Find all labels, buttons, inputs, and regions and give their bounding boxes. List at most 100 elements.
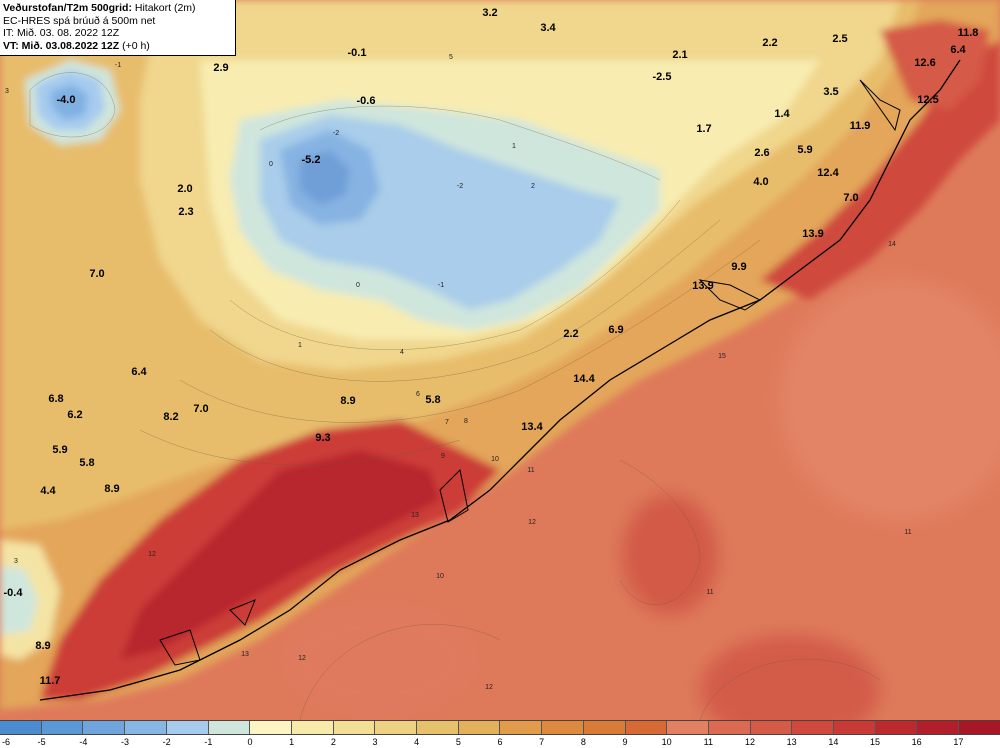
contour-label: 1	[512, 143, 516, 150]
colorbar-tick-label: 12	[744, 737, 756, 747]
temperature-label: -0.6	[357, 95, 376, 107]
temperature-label: 6.2	[67, 409, 82, 421]
colorbar-tick-label: 11	[703, 737, 713, 747]
map-header: Veðurstofan/T2m 500grid: Hitakort (2m) E…	[0, 0, 236, 56]
colorbar-swatch	[83, 721, 126, 734]
colorbar-tick-label: 9	[622, 737, 628, 747]
colorbar-tick-label: -5	[37, 737, 46, 747]
temperature-label: 3.4	[540, 22, 556, 34]
temperature-label: 2.6	[754, 147, 769, 159]
temperature-label: 9.3	[315, 432, 330, 444]
temperature-label: 5.9	[797, 144, 812, 156]
valid-time: VT: Mið. 03.08.2022 12Z	[3, 39, 120, 52]
temperature-label: 5.9	[52, 444, 67, 456]
land-fields	[0, 0, 1000, 710]
coastline	[39, 59, 961, 701]
colorbar-tick-label: 14	[828, 737, 839, 747]
contour-label: -2	[333, 130, 339, 137]
colorbar-swatch	[375, 721, 418, 734]
temperature-label: 1.4	[774, 108, 790, 120]
contour-label: 12	[298, 655, 306, 662]
temperature-map: 3.23.4-0.1 2.12.2 2.5 11.86.4-4.02.9-2.512.…	[0, 0, 1000, 720]
colorbar-swatch	[834, 721, 876, 734]
temperature-label: 8.9	[104, 483, 119, 495]
map-title-suffix: Hitakort (2m)	[134, 2, 196, 14]
map-title-line: Veðurstofan/T2m 500grid: Hitakort (2m)	[3, 2, 232, 15]
colorbar-swatch	[625, 721, 668, 734]
colorbar-ticks: -6 -5 -4 -3 -2 -1 0 1 2 3 4 5 6 7 8 9 10 11 12 13 14 15 16 17	[0, 735, 1000, 748]
map-title: Veðurstofan/T2m 500grid:	[3, 2, 132, 14]
colorbar-swatch	[41, 721, 84, 734]
contour-label: -2	[457, 183, 463, 190]
temperature-label: 7.0	[843, 192, 858, 204]
temperature-label: 6.9	[608, 324, 623, 336]
contour-label: 13	[241, 651, 249, 658]
valid-time-line: VT: Mið. 03.08.2022 12Z (+0 h)	[3, 40, 232, 53]
colorbar-swatch	[667, 721, 709, 734]
contour-label: 10	[436, 573, 444, 580]
temperature-label: 13.9	[692, 280, 713, 292]
colorbar-tick-label: 5	[455, 737, 461, 747]
colorbar-swatch	[125, 721, 167, 734]
contour-label: 7	[445, 419, 449, 426]
contour-label: 11	[527, 467, 534, 474]
colorbar-swatch	[166, 721, 209, 734]
contour-label: 5	[449, 54, 453, 61]
temperature-label: 9.9	[731, 261, 746, 273]
colorbar-tick-label: 7	[539, 737, 545, 747]
colorbar-tick-label: 0	[247, 737, 253, 747]
colorbar: -6 -5 -4 -3 -2 -1 0 1 2 3 4 5 6 7 8 9 10 11 12 13 14 15 16 17	[0, 720, 1000, 748]
colorbar-tick-label: 1	[289, 737, 295, 747]
contour-label: 4	[400, 349, 404, 356]
temperature-label: -0.1	[348, 47, 367, 59]
temperature-label: 5.8	[425, 394, 440, 406]
initial-time: IT: Mið. 03. 08. 2022 12Z	[3, 27, 120, 39]
colorbar-swatch	[750, 721, 793, 734]
temperature-label: 12.6	[914, 57, 935, 69]
colorbar-tick-label: 4	[414, 737, 420, 747]
temperature-label: 8.9	[35, 640, 50, 652]
contour-label: -1	[438, 282, 444, 289]
contour-label: 12	[485, 684, 493, 691]
temperature-label: -2.5	[653, 71, 672, 83]
colorbar-tick-label: -6	[1, 737, 11, 747]
colorbar-tick-label: -1	[204, 737, 213, 747]
temperature-label: 3.5	[823, 86, 838, 98]
temperature-label: 12.5	[917, 94, 938, 106]
colorbar-swatch	[583, 721, 626, 734]
temperature-label: 8.2	[163, 411, 178, 423]
temperature-label: 5.8	[79, 457, 94, 469]
temperature-label: 3.2	[482, 7, 497, 19]
temperature-label: 6.4	[950, 44, 966, 56]
colorbar-swatch	[291, 721, 334, 734]
colorbar-tick-label: 15	[869, 737, 881, 747]
temperature-label: 13.4	[521, 421, 543, 433]
temperature-label: 11.9	[850, 120, 871, 132]
colorbar-tick-label: -4	[79, 737, 88, 747]
colorbar-tick-label: 17	[953, 737, 964, 747]
temperature-label: 6.8	[48, 393, 63, 405]
contour-label: 12	[148, 551, 156, 558]
colorbar-tick-label: 2	[330, 737, 336, 747]
contour-label: 2	[531, 183, 535, 190]
temperature-label: 13.9	[802, 228, 823, 240]
colorbar-tick-label: -2	[162, 737, 171, 747]
colorbar-swatch	[208, 721, 251, 734]
temperature-label: -5.2	[302, 154, 321, 166]
colorbar-swatch	[792, 721, 835, 734]
contour-label: 12	[528, 519, 536, 526]
temperature-label: 11.8	[958, 27, 979, 39]
contour-label: 0	[269, 161, 273, 168]
temperature-label: 2.5	[832, 33, 847, 45]
contour-label: 13	[411, 512, 419, 519]
colorbar-tick-label: 6	[497, 737, 503, 747]
colorbar-swatch	[959, 721, 1000, 734]
temperature-label: 2.3	[178, 206, 193, 218]
contour-label: 10	[491, 456, 499, 463]
colorbar-tick-label: -3	[120, 737, 130, 747]
contour-label: 14	[888, 241, 896, 248]
colorbar-tick-label: 13	[786, 737, 797, 747]
temperature-label: 6.4	[131, 366, 147, 378]
colorbar-swatch	[250, 721, 292, 734]
contour-label: 0	[356, 282, 360, 289]
